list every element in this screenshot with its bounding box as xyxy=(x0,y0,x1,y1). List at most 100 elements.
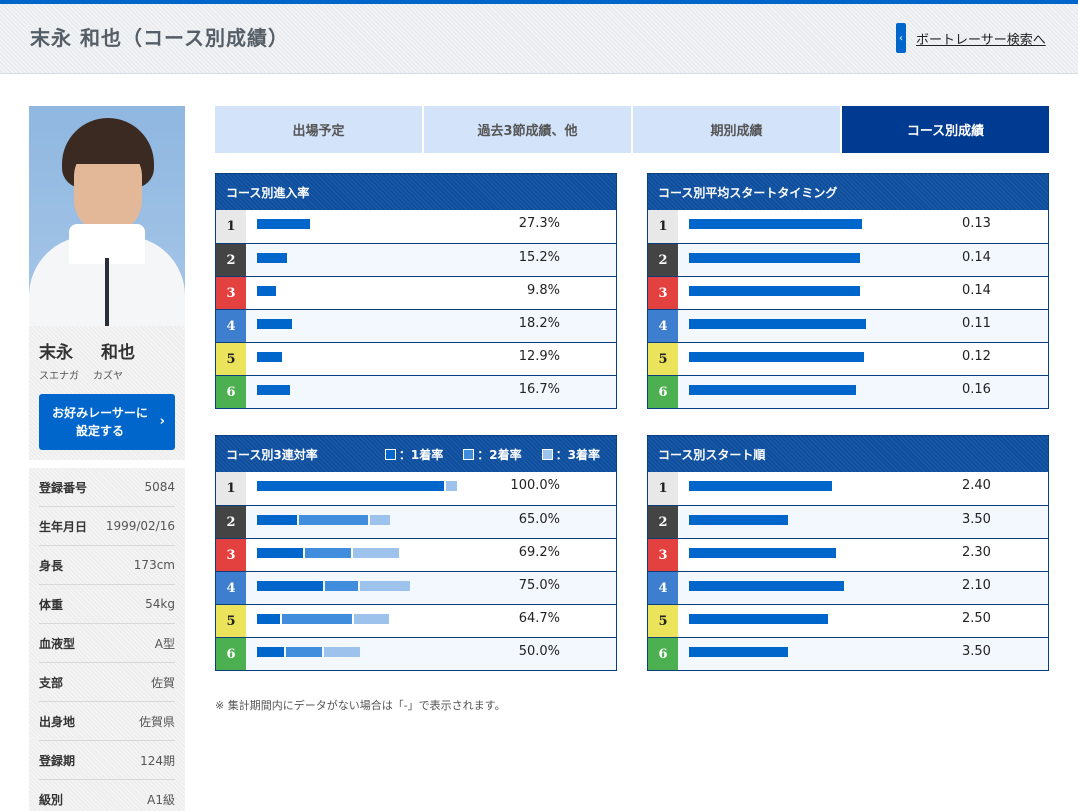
info-value: 1999/02/16 xyxy=(105,519,175,533)
racer-name-box: 末永 和也 スエナガ カズヤ お好みレーサーに 設定する › xyxy=(29,326,185,460)
bar-area: 18.2% xyxy=(246,310,616,342)
start-order-panel: コース別スタート順 1 2.40 2 3.50 3 2.30 4 2.10 5 … xyxy=(647,435,1049,671)
lane-number: 1 xyxy=(648,210,678,243)
bar-segment xyxy=(257,481,444,491)
lane-number: 5 xyxy=(216,343,246,375)
stacked-bar xyxy=(257,581,410,591)
lane-number: 5 xyxy=(216,605,246,637)
lane-number: 4 xyxy=(648,310,678,342)
value-label: 0.12 xyxy=(962,349,991,364)
info-row: 生年月日 1999/02/16 xyxy=(39,507,175,546)
value-label: 18.2% xyxy=(518,316,560,331)
value-label: 0.14 xyxy=(962,283,991,298)
table-row: 5 12.9% xyxy=(216,342,616,375)
bar xyxy=(257,219,310,229)
bar-area: 0.16 xyxy=(678,376,1048,408)
value-label: 12.9% xyxy=(518,349,560,364)
table-row: 2 15.2% xyxy=(216,243,616,276)
info-value: 54kg xyxy=(145,597,175,611)
tab-period-results[interactable]: 期別成績 xyxy=(633,106,840,153)
info-label: 級別 xyxy=(39,793,64,807)
bar-segment xyxy=(257,548,303,558)
stacked-bar xyxy=(257,614,389,624)
footnote: ※ 集計期間内にデータがない場合は「-」で表示されます。 xyxy=(215,699,506,712)
bar-area: 27.3% xyxy=(246,210,616,243)
lane-number: 3 xyxy=(216,539,246,571)
bar-segment xyxy=(360,581,410,591)
bar-area: 16.7% xyxy=(246,376,616,408)
bar-segment xyxy=(325,581,358,591)
stacked-bar xyxy=(257,647,360,657)
legend-label: ：2着率 xyxy=(477,447,522,462)
value-label: 0.13 xyxy=(962,216,991,231)
bar-area: 2.40 xyxy=(678,472,1048,505)
table-row: 5 64.7% xyxy=(216,604,616,637)
tab-schedule[interactable]: 出場予定 xyxy=(215,106,422,153)
racer-search-link[interactable]: ‹ ボートレーサー検索へ xyxy=(896,23,1046,53)
racer-name-kana: スエナガ カズヤ xyxy=(39,367,175,382)
value-label: 3.50 xyxy=(962,512,991,527)
value-label: 50.0% xyxy=(518,644,560,659)
bar-area: 2.10 xyxy=(678,572,1048,604)
lane-number: 2 xyxy=(648,244,678,276)
info-label: 生年月日 xyxy=(39,519,88,534)
bar-segment xyxy=(282,614,352,624)
page-header: 末永 和也（コース別成績） ‹ ボートレーサー検索へ xyxy=(0,4,1078,74)
bar xyxy=(689,481,832,491)
page-title: 末永 和也（コース別成績） xyxy=(30,26,289,50)
info-row: 体重 54kg xyxy=(39,585,175,624)
panel-title: コース別スタート順 xyxy=(648,436,1048,472)
bar-area: 3.50 xyxy=(678,638,1048,670)
top3-rate-panel: コース別3連対率 ：1着率 ：2着率 ：3着率 1 100.0% 2 65.0%… xyxy=(215,435,617,671)
info-value: 173cm xyxy=(133,558,175,572)
bar-area: 69.2% xyxy=(246,539,616,571)
bar xyxy=(689,253,860,263)
bar-area: 0.14 xyxy=(678,277,1048,309)
legend-third: ：3着率 xyxy=(541,446,600,463)
tab-bar: 出場予定 過去3節成績、他 期別成績 コース別成績 xyxy=(215,106,1049,153)
bar-segment xyxy=(299,515,368,525)
value-label: 15.2% xyxy=(518,250,560,265)
info-row: 登録番号 5084 xyxy=(39,468,175,507)
table-row: 4 75.0% xyxy=(216,571,616,604)
family-name: 末永 xyxy=(39,343,73,363)
value-label: 100.0% xyxy=(510,478,560,493)
bar-segment xyxy=(305,548,351,558)
bar-area: 15.2% xyxy=(246,244,616,276)
panel-title: コース別平均スタートタイミング xyxy=(648,174,1048,210)
info-label: 登録期 xyxy=(39,753,76,768)
bar-area: 65.0% xyxy=(246,506,616,538)
bar-segment xyxy=(257,614,280,624)
table-row: 5 0.12 xyxy=(648,342,1048,375)
table-row: 6 50.0% xyxy=(216,637,616,670)
set-favorite-racer-button[interactable]: お好みレーサーに 設定する › xyxy=(39,394,175,450)
table-row: 3 69.2% xyxy=(216,538,616,571)
lane-number: 2 xyxy=(648,506,678,538)
table-row: 3 9.8% xyxy=(216,276,616,309)
tab-course-results[interactable]: コース別成績 xyxy=(842,106,1049,153)
table-row: 1 100.0% xyxy=(216,472,616,505)
bar-segment xyxy=(353,548,399,558)
top-accent-line xyxy=(0,0,1078,4)
tab-past-results[interactable]: 過去3節成績、他 xyxy=(424,106,631,153)
bar-segment xyxy=(257,515,297,525)
avg-start-timing-panel: コース別平均スタートタイミング 1 0.13 2 0.14 3 0.14 4 0… xyxy=(647,173,1049,409)
value-label: 75.0% xyxy=(518,578,560,593)
table-row: 1 0.13 xyxy=(648,210,1048,243)
legend-first: ：1着率 xyxy=(384,446,443,463)
table-row: 5 2.50 xyxy=(648,604,1048,637)
info-label: 身長 xyxy=(39,558,64,573)
table-row: 3 0.14 xyxy=(648,276,1048,309)
info-row: 級別 A1級 xyxy=(39,780,175,811)
lane-number: 1 xyxy=(648,472,678,505)
stacked-bar xyxy=(257,548,399,558)
racer-profile-sidebar: 末永 和也 スエナガ カズヤ お好みレーサーに 設定する › 登録番号 5084 生… xyxy=(29,106,185,811)
info-row: 出身地 佐賀県 xyxy=(39,702,175,741)
value-label: 0.11 xyxy=(962,316,991,331)
table-row: 1 2.40 xyxy=(648,472,1048,505)
bar xyxy=(257,286,276,296)
table-row: 6 16.7% xyxy=(216,375,616,408)
lane-number: 2 xyxy=(216,244,246,276)
value-label: 2.30 xyxy=(962,545,991,560)
info-value: A型 xyxy=(154,636,175,651)
